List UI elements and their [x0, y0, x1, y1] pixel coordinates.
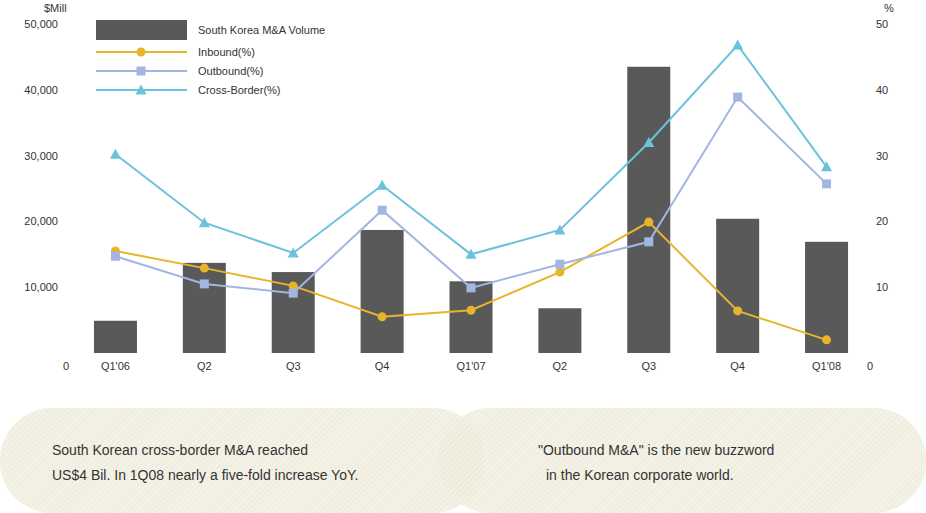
marker — [733, 93, 742, 102]
marker — [289, 289, 298, 298]
y-tick — [68, 24, 71, 25]
y2-tick — [871, 353, 874, 354]
y2-tick-label: 30 — [876, 150, 888, 162]
y-tick — [68, 221, 71, 222]
annotation-box — [438, 408, 926, 513]
x-tick-label: Q1'08 — [812, 360, 841, 372]
x-tick-label: Q1'07 — [456, 360, 485, 372]
marker — [377, 180, 388, 190]
y-tick — [68, 89, 71, 90]
bar — [450, 281, 493, 353]
bar — [627, 67, 670, 353]
line — [115, 222, 826, 340]
y-tick-label: 0 — [63, 360, 69, 372]
y2-tick — [871, 24, 874, 25]
x-tick-label: Q2 — [553, 360, 568, 372]
x-tick-label: Q3 — [286, 360, 301, 372]
y-tick-label: 10,000 — [24, 281, 58, 293]
y-tick-label: 50,000 — [24, 18, 58, 30]
x-tick-label: Q3 — [641, 360, 656, 372]
y2-tick — [871, 221, 874, 222]
legend-marker — [137, 48, 146, 57]
marker — [467, 283, 476, 292]
y-tick — [68, 155, 71, 156]
marker — [733, 306, 742, 315]
marker — [821, 161, 832, 171]
annotation-text: in the Korean corporate world. — [546, 467, 734, 483]
y2-tick-label: 50 — [876, 18, 888, 30]
legend-swatch — [96, 20, 187, 40]
y2-tick-label: 40 — [876, 84, 888, 96]
marker — [466, 249, 477, 259]
x-tick-label: Q4 — [375, 360, 390, 372]
y2-tick-label: 0 — [867, 360, 873, 372]
annotation-text: "Outbound M&A" is the new buzzword — [538, 442, 774, 458]
bar — [272, 272, 315, 353]
marker — [732, 40, 743, 50]
line — [115, 45, 826, 254]
y-tick-label: 20,000 — [24, 215, 58, 227]
bar — [183, 263, 226, 353]
y2-tick — [871, 287, 874, 288]
legend-marker — [137, 67, 146, 76]
marker — [555, 268, 564, 277]
marker — [822, 335, 831, 344]
legend-marker — [136, 85, 147, 95]
line — [115, 97, 826, 293]
bar — [805, 242, 848, 353]
legend-label: Cross-Border(%) — [198, 84, 281, 96]
annotation-text: South Korean cross-border M&A reached — [52, 442, 308, 458]
legend: South Korea M&A Volume Inbound(%) Outbound… — [96, 20, 325, 96]
y2-tick — [871, 89, 874, 90]
y-tick — [68, 353, 71, 354]
y-axis-title: $Mill — [44, 2, 67, 14]
marker — [378, 312, 387, 321]
marker — [200, 279, 209, 288]
legend-label: Outbound(%) — [198, 65, 263, 77]
marker — [288, 247, 299, 257]
annotation-text: US$4 Bil. In 1Q08 nearly a five-fold inc… — [52, 467, 358, 483]
marker — [555, 260, 564, 269]
legend-label: Inbound(%) — [198, 46, 255, 58]
y2-tick-label: 20 — [876, 215, 888, 227]
legend-label: South Korea M&A Volume — [198, 24, 325, 36]
plot-area — [94, 40, 848, 353]
bar — [538, 308, 581, 353]
y2-axis-title: % — [884, 2, 894, 14]
marker — [110, 149, 121, 159]
marker — [378, 206, 387, 215]
marker — [644, 237, 653, 246]
x-tick-label: Q2 — [197, 360, 212, 372]
bar — [716, 219, 759, 353]
y2-tick — [871, 155, 874, 156]
x-tick-label: Q4 — [730, 360, 745, 372]
marker — [643, 137, 654, 147]
y2-tick-label: 10 — [876, 281, 888, 293]
marker — [554, 224, 565, 234]
x-tick-label: Q1'06 — [101, 360, 130, 372]
chart: $Mill% 0 10,000 20,000 30,000 40,000 50,000 0 10… — [0, 0, 926, 513]
y-tick — [68, 287, 71, 288]
marker — [199, 217, 210, 227]
marker — [644, 218, 653, 227]
marker — [111, 252, 120, 261]
marker — [822, 179, 831, 188]
marker — [200, 264, 209, 273]
y-tick-label: 40,000 — [24, 84, 58, 96]
y-tick-label: 30,000 — [24, 150, 58, 162]
marker — [467, 306, 476, 315]
bar — [361, 230, 404, 353]
annotation-box — [0, 408, 485, 513]
bar — [94, 321, 137, 353]
